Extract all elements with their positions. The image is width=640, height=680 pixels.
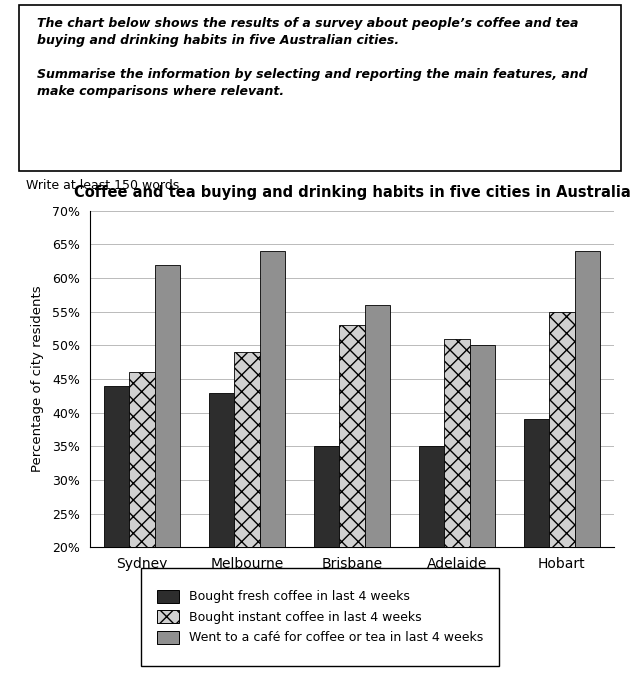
Bar <box>444 339 470 680</box>
Bar <box>339 325 365 680</box>
Bar <box>104 386 129 680</box>
Bar <box>234 352 260 680</box>
Bar <box>209 392 234 680</box>
Bar <box>549 311 575 680</box>
Bar <box>575 251 600 680</box>
FancyBboxPatch shape <box>19 5 621 171</box>
Bar <box>470 345 495 680</box>
Bar <box>155 265 180 680</box>
Text: Write at least 150 words.: Write at least 150 words. <box>26 179 183 192</box>
Bar <box>524 420 549 680</box>
Bar <box>419 447 444 680</box>
FancyBboxPatch shape <box>141 568 499 666</box>
Y-axis label: Percentage of city residents: Percentage of city residents <box>31 286 44 473</box>
Bar <box>260 251 285 680</box>
Bar <box>129 373 155 680</box>
Bar <box>365 305 390 680</box>
Legend: Bought fresh coffee in last 4 weeks, Bought instant coffee in last 4 weeks, Went: Bought fresh coffee in last 4 weeks, Bou… <box>150 583 490 651</box>
Text: The chart below shows the results of a survey about people’s coffee and tea
buyi: The chart below shows the results of a s… <box>37 17 588 98</box>
Bar <box>314 447 339 680</box>
Title: Coffee and tea buying and drinking habits in five cities in Australia: Coffee and tea buying and drinking habit… <box>74 185 630 200</box>
